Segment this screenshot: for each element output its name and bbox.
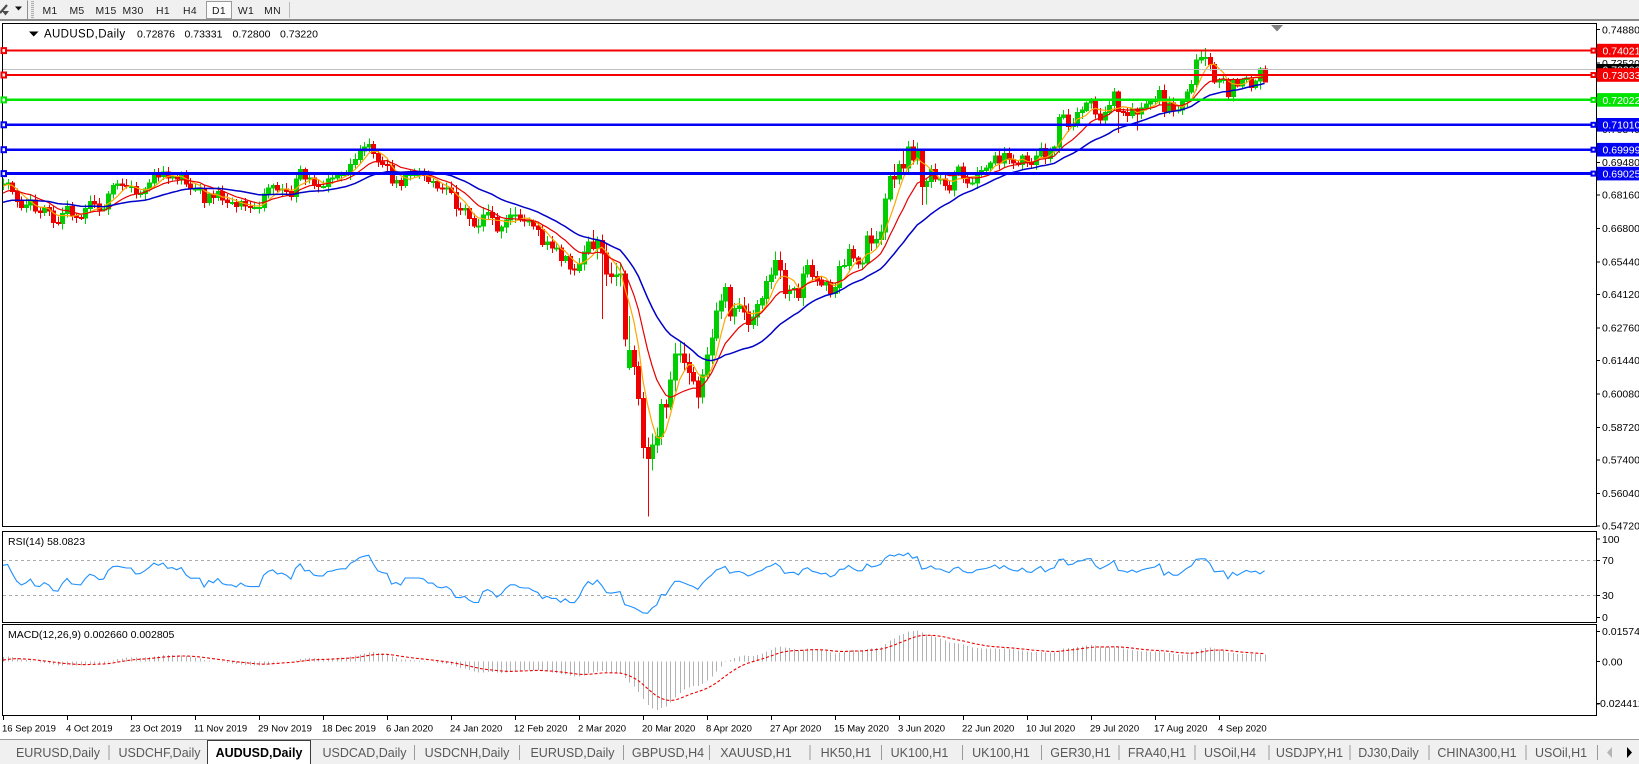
svg-text:0.00: 0.00 xyxy=(1602,657,1623,669)
svg-text:UK100,H1: UK100,H1 xyxy=(972,746,1030,760)
svg-text:0.69480: 0.69480 xyxy=(1602,157,1639,169)
svg-text:GBPUSD,H4: GBPUSD,H4 xyxy=(632,746,704,760)
svg-text:17 Aug 2020: 17 Aug 2020 xyxy=(1154,724,1207,735)
svg-text:USOil,H1: USOil,H1 xyxy=(1535,746,1587,760)
svg-text:0.69999: 0.69999 xyxy=(1603,145,1639,157)
svg-text:100: 100 xyxy=(1602,534,1620,546)
svg-text:M15: M15 xyxy=(95,6,116,17)
svg-text:USDCAD,Daily: USDCAD,Daily xyxy=(322,746,407,760)
svg-text:29 Nov 2019: 29 Nov 2019 xyxy=(258,724,312,735)
svg-text:4 Sep 2020: 4 Sep 2020 xyxy=(1218,724,1267,735)
svg-text:0.64120: 0.64120 xyxy=(1602,289,1639,301)
svg-text:EURUSD,Daily: EURUSD,Daily xyxy=(16,746,101,760)
svg-text:0.69025: 0.69025 xyxy=(1603,169,1639,181)
svg-text:0.57400: 0.57400 xyxy=(1602,455,1639,467)
svg-text:0.61440: 0.61440 xyxy=(1602,355,1639,367)
svg-text:EURUSD,Daily: EURUSD,Daily xyxy=(530,746,615,760)
svg-text:0.74880: 0.74880 xyxy=(1602,24,1639,36)
svg-text:0.62760: 0.62760 xyxy=(1602,323,1639,335)
svg-text:USDCNH,Daily: USDCNH,Daily xyxy=(425,746,510,760)
svg-text:M30: M30 xyxy=(122,6,143,17)
svg-text:USDJPY,H1: USDJPY,H1 xyxy=(1276,746,1343,760)
svg-text:0.72022: 0.72022 xyxy=(1603,95,1639,107)
svg-text:0.73033: 0.73033 xyxy=(1603,70,1639,82)
svg-text:-0.024412: -0.024412 xyxy=(1597,698,1639,710)
svg-text:AUDUSD,Daily: AUDUSD,Daily xyxy=(44,29,126,41)
svg-text:10 Jul 2020: 10 Jul 2020 xyxy=(1026,724,1075,735)
svg-text:W1: W1 xyxy=(238,6,254,17)
svg-text:0.58720: 0.58720 xyxy=(1602,422,1639,434)
svg-text:M5: M5 xyxy=(69,6,84,17)
svg-text:18 Dec 2019: 18 Dec 2019 xyxy=(322,724,376,735)
svg-text:XAUUSD,H1: XAUUSD,H1 xyxy=(720,746,792,760)
svg-text:0.56040: 0.56040 xyxy=(1602,488,1639,500)
svg-text:H1: H1 xyxy=(156,6,170,17)
svg-text:0.71010: 0.71010 xyxy=(1603,120,1639,132)
svg-text:0.015741: 0.015741 xyxy=(1602,626,1639,638)
svg-text:15 May 2020: 15 May 2020 xyxy=(834,724,889,735)
svg-text:0.54720: 0.54720 xyxy=(1602,521,1639,533)
svg-text:0: 0 xyxy=(1602,612,1608,624)
svg-text:6 Jan 2020: 6 Jan 2020 xyxy=(386,724,433,735)
svg-text:M1: M1 xyxy=(42,6,57,17)
svg-text:GER30,H1: GER30,H1 xyxy=(1050,746,1110,760)
svg-text:3 Jun 2020: 3 Jun 2020 xyxy=(898,724,945,735)
svg-text:0.72800: 0.72800 xyxy=(233,29,271,41)
svg-text:20 Mar 2020: 20 Mar 2020 xyxy=(642,724,695,735)
svg-text:D1: D1 xyxy=(212,6,226,17)
svg-text:0.66800: 0.66800 xyxy=(1602,223,1639,235)
svg-text:RSI(14) 58.0823: RSI(14) 58.0823 xyxy=(8,536,85,548)
svg-text:0.60080: 0.60080 xyxy=(1602,389,1639,401)
svg-text:2 Mar 2020: 2 Mar 2020 xyxy=(578,724,626,735)
svg-text:22 Jun 2020: 22 Jun 2020 xyxy=(962,724,1014,735)
svg-text:USOil,H4: USOil,H4 xyxy=(1204,746,1256,760)
svg-text:MN: MN xyxy=(264,6,281,17)
svg-text:16 Sep 2019: 16 Sep 2019 xyxy=(2,724,56,735)
svg-text:4 Oct 2019: 4 Oct 2019 xyxy=(66,724,112,735)
svg-text:0.65440: 0.65440 xyxy=(1602,257,1639,269)
svg-text:23 Oct 2019: 23 Oct 2019 xyxy=(130,724,182,735)
svg-text:FRA40,H1: FRA40,H1 xyxy=(1128,746,1186,760)
svg-text:0.73220: 0.73220 xyxy=(280,29,318,41)
svg-text:USDCHF,Daily: USDCHF,Daily xyxy=(119,746,202,760)
svg-text:0.74021: 0.74021 xyxy=(1603,46,1639,58)
svg-text:27 Apr 2020: 27 Apr 2020 xyxy=(770,724,821,735)
svg-text:30: 30 xyxy=(1602,590,1614,602)
svg-text:0.68160: 0.68160 xyxy=(1602,190,1639,202)
svg-text:0.72876: 0.72876 xyxy=(137,29,175,41)
svg-text:12 Feb 2020: 12 Feb 2020 xyxy=(514,724,567,735)
svg-text:24 Jan 2020: 24 Jan 2020 xyxy=(450,724,502,735)
svg-text:AUDUSD,Daily: AUDUSD,Daily xyxy=(216,746,303,760)
svg-text:H4: H4 xyxy=(183,6,197,17)
svg-text:DJ30,Daily: DJ30,Daily xyxy=(1358,746,1419,760)
svg-text:UK100,H1: UK100,H1 xyxy=(891,746,949,760)
svg-text:70: 70 xyxy=(1602,555,1614,567)
svg-text:MACD(12,26,9) 0.002660 0.00280: MACD(12,26,9) 0.002660 0.002805 xyxy=(8,629,175,641)
svg-text:8 Apr 2020: 8 Apr 2020 xyxy=(706,724,752,735)
svg-text:29 Jul 2020: 29 Jul 2020 xyxy=(1090,724,1139,735)
svg-text:11 Nov 2019: 11 Nov 2019 xyxy=(194,724,247,735)
svg-text:CHINA300,H1: CHINA300,H1 xyxy=(1437,746,1516,760)
svg-text:HK50,H1: HK50,H1 xyxy=(821,746,872,760)
svg-text:0.73331: 0.73331 xyxy=(185,29,223,41)
